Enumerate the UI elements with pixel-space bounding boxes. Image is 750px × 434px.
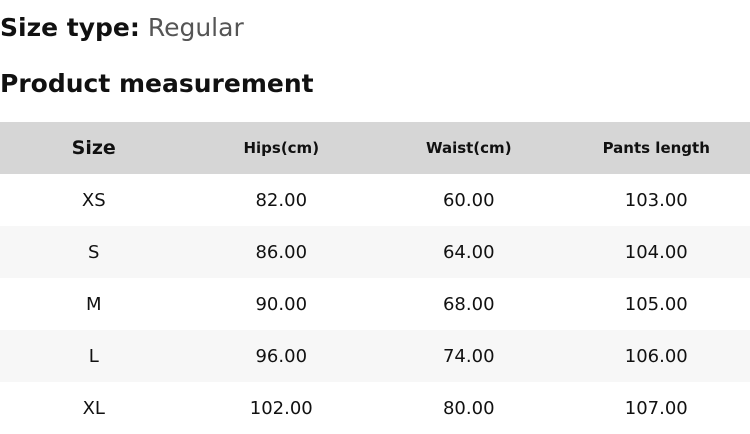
header-size: Size — [0, 122, 188, 174]
table-cell: XS — [81, 189, 106, 211]
table-cell: 82.00 — [255, 189, 308, 211]
size-type-label: Size type: — [0, 13, 140, 42]
table-row: S 86.00 64.00 104.00 — [0, 226, 750, 278]
table-cell: 96.00 — [187, 330, 375, 382]
size-type: Size type: Regular — [0, 12, 244, 44]
header-waist: Waist(cm) — [375, 122, 563, 174]
table-row: L 96.00 74.00 106.00 — [0, 330, 750, 382]
table-cell: 102.00 — [249, 397, 313, 419]
table-cell: XL — [82, 397, 105, 419]
table-header: Size Hips(cm) Waist(cm) Pants length — [0, 122, 750, 174]
table-cell: L — [0, 330, 188, 382]
table-row: XS 82.00 60.00 103.00 — [0, 174, 750, 226]
table-cell: 103.00 — [624, 189, 688, 211]
table-cell: 90.00 — [255, 293, 308, 315]
header-pants-length: Pants length — [562, 122, 750, 174]
table-cell: 60.00 — [442, 189, 495, 211]
table-cell: S — [0, 226, 188, 278]
table-row: XL 102.00 80.00 107.00 — [0, 382, 750, 434]
table-cell: 86.00 — [187, 226, 375, 278]
table-cell: M — [85, 293, 102, 315]
header-hips: Hips(cm) — [187, 122, 375, 174]
measurement-table: Size Hips(cm) Waist(cm) Pants length XS 8… — [0, 122, 750, 434]
table-cell: 80.00 — [442, 397, 495, 419]
table-cell: 68.00 — [442, 293, 495, 315]
size-type-value: Regular — [147, 13, 244, 42]
table-cell: 104.00 — [562, 226, 750, 278]
table-cell: 64.00 — [375, 226, 563, 278]
section-title: Product measurement — [0, 69, 314, 98]
table-cell: 74.00 — [375, 330, 563, 382]
table-cell: 107.00 — [624, 397, 688, 419]
table-cell: 105.00 — [624, 293, 688, 315]
table-row: M 90.00 68.00 105.00 — [0, 278, 750, 330]
table-cell: 106.00 — [562, 330, 750, 382]
